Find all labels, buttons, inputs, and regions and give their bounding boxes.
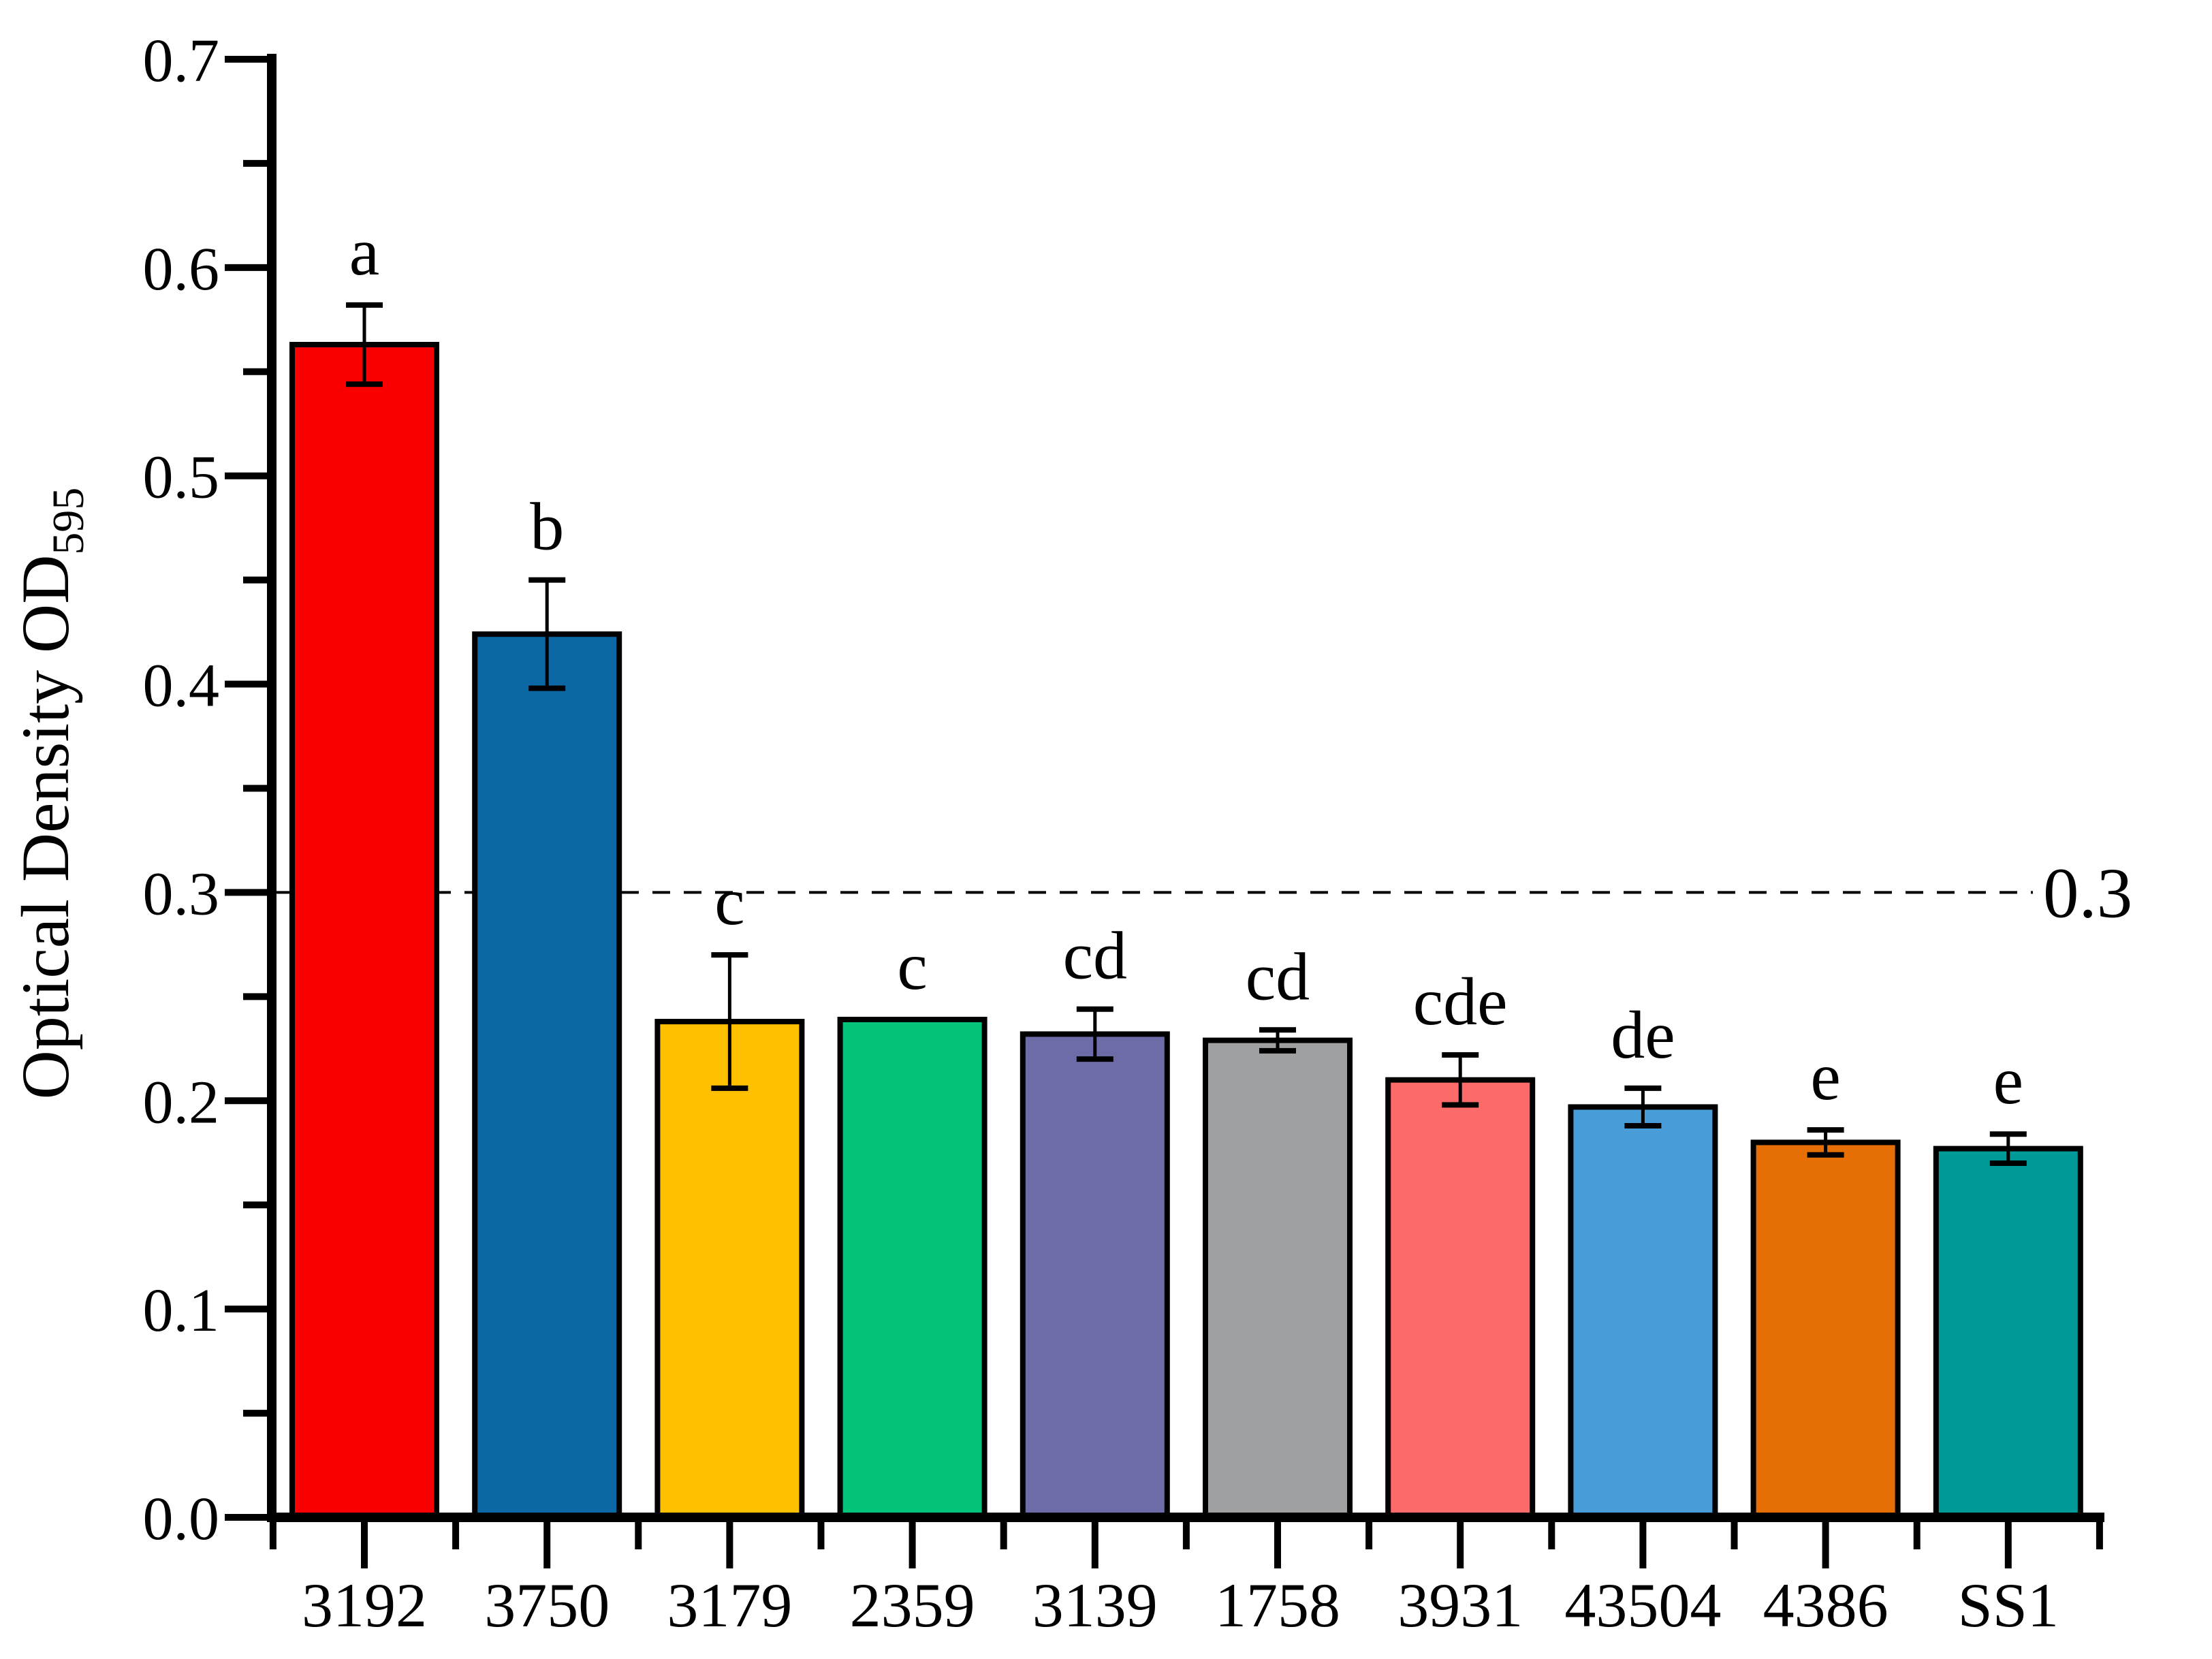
bar-1758 <box>1203 1037 1353 1522</box>
y-tick-label-0.1: 0.1 <box>143 1277 220 1344</box>
x-tick-label-1758: 1758 <box>1215 1570 1340 1640</box>
y-tick-label-0.6: 0.6 <box>143 236 220 303</box>
bar-3192 <box>289 342 439 1523</box>
x-tick-label-3192: 3192 <box>302 1570 427 1640</box>
sig-letter-3179: c <box>714 864 744 939</box>
sig-letter-SS1: e <box>1993 1043 2023 1118</box>
x-tick-label-SS1: SS1 <box>1958 1570 2059 1640</box>
sig-letter-1758: cd <box>1246 938 1310 1014</box>
y-tick-label-0.3: 0.3 <box>143 860 220 928</box>
sig-letter-3139: cd <box>1063 918 1127 994</box>
bar-2359 <box>837 1016 988 1522</box>
reference-line-label: 0.3 <box>2043 853 2132 932</box>
bar-3750 <box>472 631 622 1523</box>
x-tick-label-3931: 3931 <box>1397 1570 1523 1640</box>
sig-letter-3931: cde <box>1413 964 1508 1039</box>
x-tick-label-43504: 43504 <box>1564 1570 1721 1640</box>
sig-letter-3750: b <box>530 489 564 565</box>
bar-43504 <box>1568 1104 1718 1522</box>
sig-letter-2359: c <box>897 928 927 1004</box>
sig-letter-43504: de <box>1611 997 1675 1073</box>
bar-4386 <box>1750 1139 1901 1522</box>
sig-letter-4386: e <box>1810 1039 1840 1114</box>
x-tick-label-4386: 4386 <box>1763 1570 1889 1640</box>
bar-SS1 <box>1933 1146 2083 1522</box>
sig-letter-3192: a <box>349 214 379 289</box>
bar-3139 <box>1020 1031 1170 1522</box>
y-tick-label-0.2: 0.2 <box>143 1069 220 1136</box>
x-tick-label-3139: 3139 <box>1032 1570 1158 1640</box>
y-tick-label-0.0: 0.0 <box>143 1485 220 1553</box>
bar-3931 <box>1385 1077 1536 1522</box>
y-tick-label-0.5: 0.5 <box>143 444 220 511</box>
x-tick-label-3750: 3750 <box>484 1570 610 1640</box>
y-tick-label-0.4: 0.4 <box>143 652 220 720</box>
bar-3179 <box>654 1019 805 1522</box>
y-axis-title: Optical Density OD595 <box>7 488 93 1100</box>
y-tick-label-0.7: 0.7 <box>143 27 220 95</box>
x-tick-label-2359: 2359 <box>850 1570 975 1640</box>
x-tick-label-3179: 3179 <box>667 1570 792 1640</box>
